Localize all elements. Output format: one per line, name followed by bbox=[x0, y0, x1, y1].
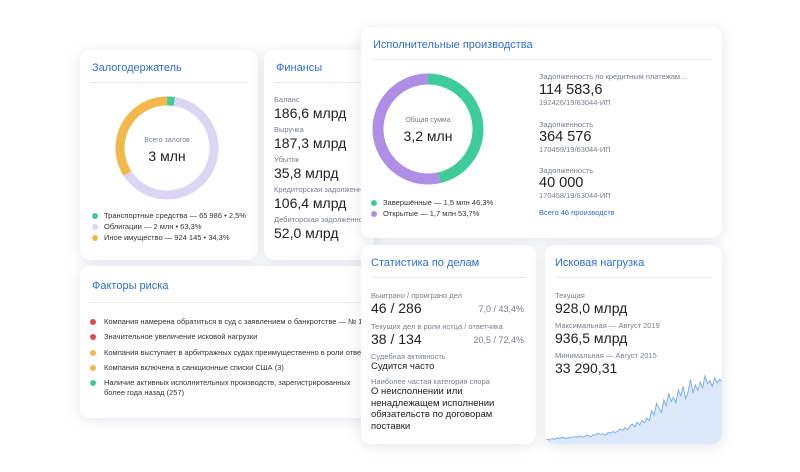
enforcement-card: Исполнительные производства Общая сумма … bbox=[361, 27, 722, 238]
claims-current-value: 928,0 млрд bbox=[555, 300, 628, 316]
debt-label: Задолженность bbox=[539, 120, 594, 129]
debt-number: 170459/19/63044-ИП bbox=[539, 145, 611, 154]
enforcement-donut-chart bbox=[372, 73, 484, 185]
legend-item-bonds: Облигации — 2 млн • 63,3% bbox=[92, 222, 201, 231]
divider bbox=[274, 82, 364, 83]
divider bbox=[371, 59, 712, 60]
divider bbox=[90, 82, 248, 83]
case-stats-title: Статистика по делам bbox=[371, 257, 480, 269]
claims-min-value: 33 290,31 bbox=[555, 360, 618, 376]
legend-dot bbox=[371, 210, 377, 217]
current-cases-value: 38 / 134 bbox=[371, 331, 422, 347]
risk-dot bbox=[90, 350, 96, 356]
legend-label: Завершённые — 1,5 млн 46,3% bbox=[383, 198, 494, 207]
case-stats-card: Статистика по делам Выиграно / проиграно… bbox=[361, 245, 536, 444]
court-activity-label: Судебная активность bbox=[371, 352, 446, 361]
claims-max-label: Максимальная — Август 2019 bbox=[555, 321, 660, 330]
legend-dot bbox=[92, 234, 98, 241]
all-enforcements-link[interactable]: Всего 46 производств bbox=[539, 208, 615, 217]
claims-load-card: Исковая нагрузка Текущая 928,0 млрд Макс… bbox=[545, 245, 722, 444]
finance-label-balance: Баланс bbox=[274, 95, 300, 104]
debt-value: 40 000 bbox=[539, 175, 584, 191]
pledge-donut-segment-1 bbox=[115, 96, 219, 200]
legend-dot bbox=[371, 199, 377, 206]
claims-max-value: 936,5 млрд bbox=[555, 330, 628, 346]
finance-title: Финансы bbox=[276, 62, 323, 74]
legend-item-open: Открытые — 1,7 млн 53,7% bbox=[371, 209, 479, 218]
risk-text: Компания выступает в арбитражных судах п… bbox=[104, 348, 380, 357]
debt-label: Задолженность bbox=[539, 166, 594, 175]
risk-factors-card: Факторы риска Компания намерена обратить… bbox=[80, 266, 380, 418]
finance-label-receivables: Дебиторская задолженность bbox=[274, 215, 374, 224]
finance-label-loss: Убыток bbox=[274, 155, 300, 164]
claims-area bbox=[545, 376, 722, 444]
finance-value-loss: 35,8 млрд bbox=[274, 165, 339, 181]
debt-value: 114 583,6 bbox=[539, 82, 603, 98]
legend-label: Облигации — 2 млн • 63,3% bbox=[104, 222, 202, 231]
divider bbox=[90, 302, 370, 303]
dispute-category-value: О неисполнении или ненадлежащем исполнен… bbox=[371, 386, 495, 432]
divider bbox=[555, 277, 712, 278]
legend-label: Открытые — 1,7 млн 53,7% bbox=[383, 209, 480, 218]
risk-item: Компания включена в санкционные списки С… bbox=[90, 363, 380, 373]
legend-label: Иное имущество — 924 145 • 34,3% bbox=[104, 233, 230, 242]
finance-value-receivables: 52,0 млрд bbox=[274, 225, 339, 241]
enforcement-center-value: 3,2 млн bbox=[403, 128, 453, 144]
debt-number: 192426/19/63044-ИП bbox=[539, 98, 611, 107]
claims-load-title: Исковая нагрузка bbox=[555, 257, 645, 269]
won-lost-percent: 7,0 / 43,4% bbox=[478, 304, 524, 314]
pledge-donut-chart bbox=[115, 96, 219, 200]
finance-value-balance: 186,6 млрд bbox=[274, 105, 347, 121]
enforcement-center-label: Общая сумма bbox=[405, 117, 451, 124]
claims-line bbox=[545, 374, 722, 441]
pledge-center-label: Всего залогов bbox=[144, 137, 190, 144]
legend-dot bbox=[92, 223, 98, 230]
finance-value-payables: 106,4 млрд bbox=[274, 195, 347, 211]
divider bbox=[371, 277, 526, 278]
risk-dot bbox=[90, 380, 96, 386]
risk-dot bbox=[90, 319, 96, 325]
risk-item: Значительное увеличение исковой нагрузки bbox=[90, 332, 380, 342]
risk-item: Компания выступает в арбитражных судах п… bbox=[90, 348, 380, 358]
current-cases-percent: 20,5 / 72,4% bbox=[473, 335, 524, 345]
won-lost-label: Выиграно / проиграно дел bbox=[371, 291, 462, 300]
claims-trend-chart bbox=[545, 374, 722, 444]
dispute-category-label: Наиболее частая категория спора bbox=[371, 377, 490, 386]
legend-item-other-property: Иное имущество — 924 145 • 34,3% bbox=[92, 233, 230, 242]
risk-text: Компания включена в санкционные списки С… bbox=[104, 363, 284, 372]
pledge-center-value: 3 млн bbox=[148, 148, 186, 164]
risk-dot bbox=[90, 334, 96, 340]
finance-label-revenue: Выручка bbox=[274, 125, 304, 134]
court-activity-value: Судится часто bbox=[371, 361, 435, 372]
enforcement-title: Исполнительные производства bbox=[373, 39, 533, 51]
risk-dot bbox=[90, 365, 96, 371]
risk-text: Наличие активных исполнительных производ… bbox=[104, 378, 351, 397]
current-cases-label: Текущих дел в роли истца / ответчика bbox=[371, 322, 503, 331]
won-lost-value: 46 / 286 bbox=[371, 300, 422, 316]
debt-value: 364 576 bbox=[539, 129, 592, 145]
legend-dot bbox=[92, 212, 98, 219]
legend-item-vehicles: Транспортные средства — 65 986 • 2,5% bbox=[92, 211, 246, 220]
finance-label-payables: Кредиторская задолженность bbox=[274, 185, 374, 194]
pledge-donut-segment-2 bbox=[115, 96, 219, 200]
risk-item: Компания намерена обратиться в суд с зая… bbox=[90, 317, 380, 327]
pledge-title: Залогодержатель bbox=[92, 62, 182, 74]
debt-label: Задолженность по кредитным платежам... bbox=[539, 72, 687, 81]
risk-factors-title: Факторы риска bbox=[92, 280, 169, 292]
enforcement-donut-segment-1 bbox=[372, 73, 484, 185]
legend-item-completed: Завершённые — 1,5 млн 46,3% bbox=[371, 198, 493, 207]
pledge-card: Залогодержатель Всего залогов 3 млн Тран… bbox=[80, 50, 258, 260]
finance-card: Финансы Баланс 186,6 млрд Выручка 187,3 … bbox=[264, 50, 374, 260]
claims-current-label: Текущая bbox=[555, 291, 585, 300]
finance-value-revenue: 187,3 млрд bbox=[274, 135, 347, 151]
claims-min-label: Минимальная — Август 2015 bbox=[555, 351, 657, 360]
risk-text: Значительное увеличение исковой нагрузки bbox=[104, 332, 258, 341]
risk-item: Наличие активных исполнительных производ… bbox=[90, 378, 370, 398]
debt-number: 170458/19/63044-ИП bbox=[539, 191, 611, 200]
risk-text: Компания намерена обратиться в суд с зая… bbox=[104, 317, 380, 326]
legend-label: Транспортные средства — 65 986 • 2,5% bbox=[104, 211, 246, 220]
